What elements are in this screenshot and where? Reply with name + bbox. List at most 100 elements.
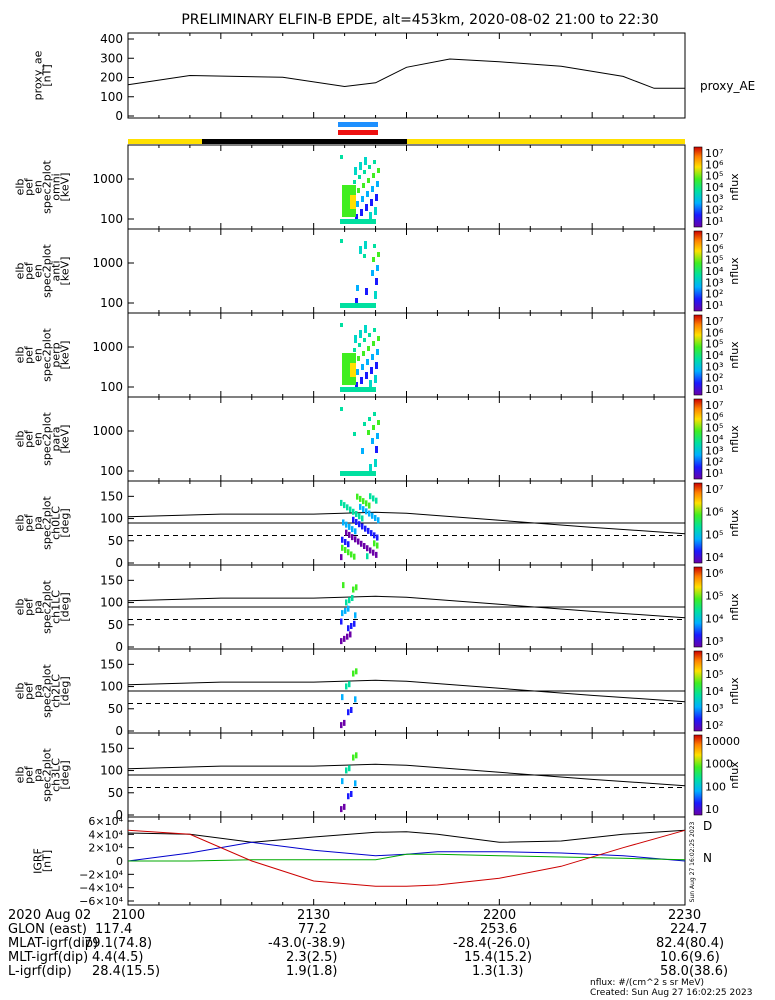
pa-cell-5: [375, 552, 378, 558]
spectrogram-cell-1: [375, 194, 378, 201]
ytick-5-0: 150: [100, 489, 123, 503]
spectrogram-cell-1: [365, 204, 368, 211]
spectrogram-cell-3: [356, 369, 359, 375]
ytick-8-1: 100: [100, 764, 123, 778]
pa-cell-6: [351, 595, 354, 601]
spectrogram-cell-3: [374, 375, 377, 383]
ylabel-4-5: [keV]: [59, 425, 72, 454]
colorbar-label-3: nflux: [728, 341, 741, 369]
pa-cell-5: [369, 547, 372, 553]
colorbar-label-6: nflux: [728, 593, 741, 621]
pa-cell-7: [345, 683, 348, 689]
colorbar-tick-8: 10000: [705, 735, 740, 748]
spectrogram-cell-1: [370, 199, 373, 206]
panel-frame-1: [128, 145, 685, 229]
pa-cell-6: [342, 582, 345, 588]
pa-cell-7: [341, 694, 344, 700]
ytick-0-1: 300: [100, 51, 123, 65]
ytick-5-3: 0: [115, 556, 123, 570]
spectrogram-cell-1: [367, 178, 370, 183]
pa-cell-5: [363, 543, 366, 549]
pa-cell-5: [352, 509, 355, 515]
pa-cell-7: [340, 722, 343, 728]
ytick-6-0: 150: [100, 573, 123, 587]
pa-cell-5: [360, 541, 363, 547]
panel-frame-3: [128, 313, 685, 397]
colorbar-8: [694, 735, 702, 815]
pa-cell-8: [348, 765, 351, 771]
pa-cell-5: [353, 554, 356, 560]
spectrogram-cell-2: [372, 257, 375, 262]
spectrogram-cell-1: [374, 207, 377, 215]
xaxis-r2-c2: -28.4(-26.0): [453, 937, 530, 950]
pa-cell-5: [340, 554, 343, 560]
ytick-0-3: 100: [100, 90, 123, 104]
ytick-9-3: 0: [116, 855, 123, 868]
pa-cell-5: [344, 547, 347, 553]
ylabel-1-5: [keV]: [59, 173, 72, 202]
xaxis-r3-c0: 4.4(4.5): [92, 951, 144, 964]
pa-cell-5: [367, 528, 370, 534]
spectrogram-cell-1: [368, 165, 371, 169]
pa-cell-8: [355, 752, 358, 758]
pa-cell-5: [365, 500, 368, 506]
colorbar-label-4: nflux: [728, 425, 741, 453]
spectrogram-cell-3: [365, 372, 368, 379]
pa-cell-5: [373, 532, 376, 538]
ytick-6-2: 50: [108, 618, 123, 632]
colorbar-tick-6: 10⁶: [705, 567, 724, 580]
xaxis-r0-c3: 2230: [668, 909, 701, 922]
spectrogram-cell-2: [376, 265, 379, 271]
ytick-8-2: 50: [108, 786, 123, 800]
spectrogram-cell-2: [363, 254, 366, 258]
pa-cell-8: [345, 767, 348, 773]
spectrogram-cell-1: [354, 167, 357, 175]
pa-cell-7: [348, 681, 351, 687]
pa-cell-5: [371, 513, 374, 519]
pa-cell-5: [359, 504, 362, 510]
xaxis-r1-c3: 224.7: [670, 923, 707, 936]
xaxis-r0-c1: 2130: [297, 909, 330, 922]
ytick-4-0: 1000: [92, 424, 123, 438]
spectrogram-cell-1: [366, 191, 369, 197]
pa-cell-6: [354, 612, 357, 618]
pa-cell-8: [343, 804, 346, 810]
spectrogram-cell-3: [366, 359, 369, 365]
pa-cell-5: [354, 536, 357, 542]
ytick-9-5: −4×10⁴: [79, 882, 123, 895]
panel-frame-4: [128, 397, 685, 481]
spectrogram-cell-1: [358, 175, 361, 179]
spectrogram-cell-3: [368, 333, 371, 337]
colorbar-tick-5: 10⁵: [705, 528, 723, 541]
xaxis-r0-c0: 2100: [112, 909, 145, 922]
pa-cell-6: [344, 608, 347, 614]
spectrogram-cell-1: [369, 212, 372, 220]
spectrogram-cell-4: [369, 464, 372, 472]
igrf-side-text: Sun Aug 27 16:02:25 2023: [689, 822, 696, 903]
pa-cell-8: [354, 780, 357, 786]
spectrogram-cell-1: [377, 168, 380, 173]
igrf-series-0: [128, 830, 685, 842]
pa-cell-7: [355, 668, 358, 674]
spectrogram-low-2: [340, 303, 376, 308]
colorbar-tick-8: 100: [705, 780, 726, 793]
pa-cell-5: [365, 508, 368, 514]
ytick-0-0: 400: [100, 32, 123, 46]
pa-cell-5: [350, 551, 353, 557]
pa-cell-5: [361, 515, 364, 521]
spectrogram-cell-3: [340, 323, 343, 327]
spectrogram-cell-3: [361, 364, 364, 370]
footer-created: Created: Sun Aug 27 16:02:25 2023: [590, 988, 752, 998]
spectrogram-cell-4: [376, 433, 379, 439]
spectrogram-cell-3: [354, 335, 357, 343]
spectrogram-cell-2: [371, 270, 374, 276]
xaxis-r0-c2: 2200: [483, 909, 516, 922]
pa-cell-8: [340, 806, 343, 812]
spectrogram-cell-4: [375, 446, 378, 453]
pa-cell-5: [362, 498, 365, 504]
spectrogram-cell-3: [371, 354, 374, 360]
colorbar-label-7: nflux: [728, 677, 741, 705]
spectrogram-cell-1: [372, 173, 375, 178]
ytick-4-1: 100: [100, 464, 123, 478]
pa-cell-5: [347, 549, 350, 555]
